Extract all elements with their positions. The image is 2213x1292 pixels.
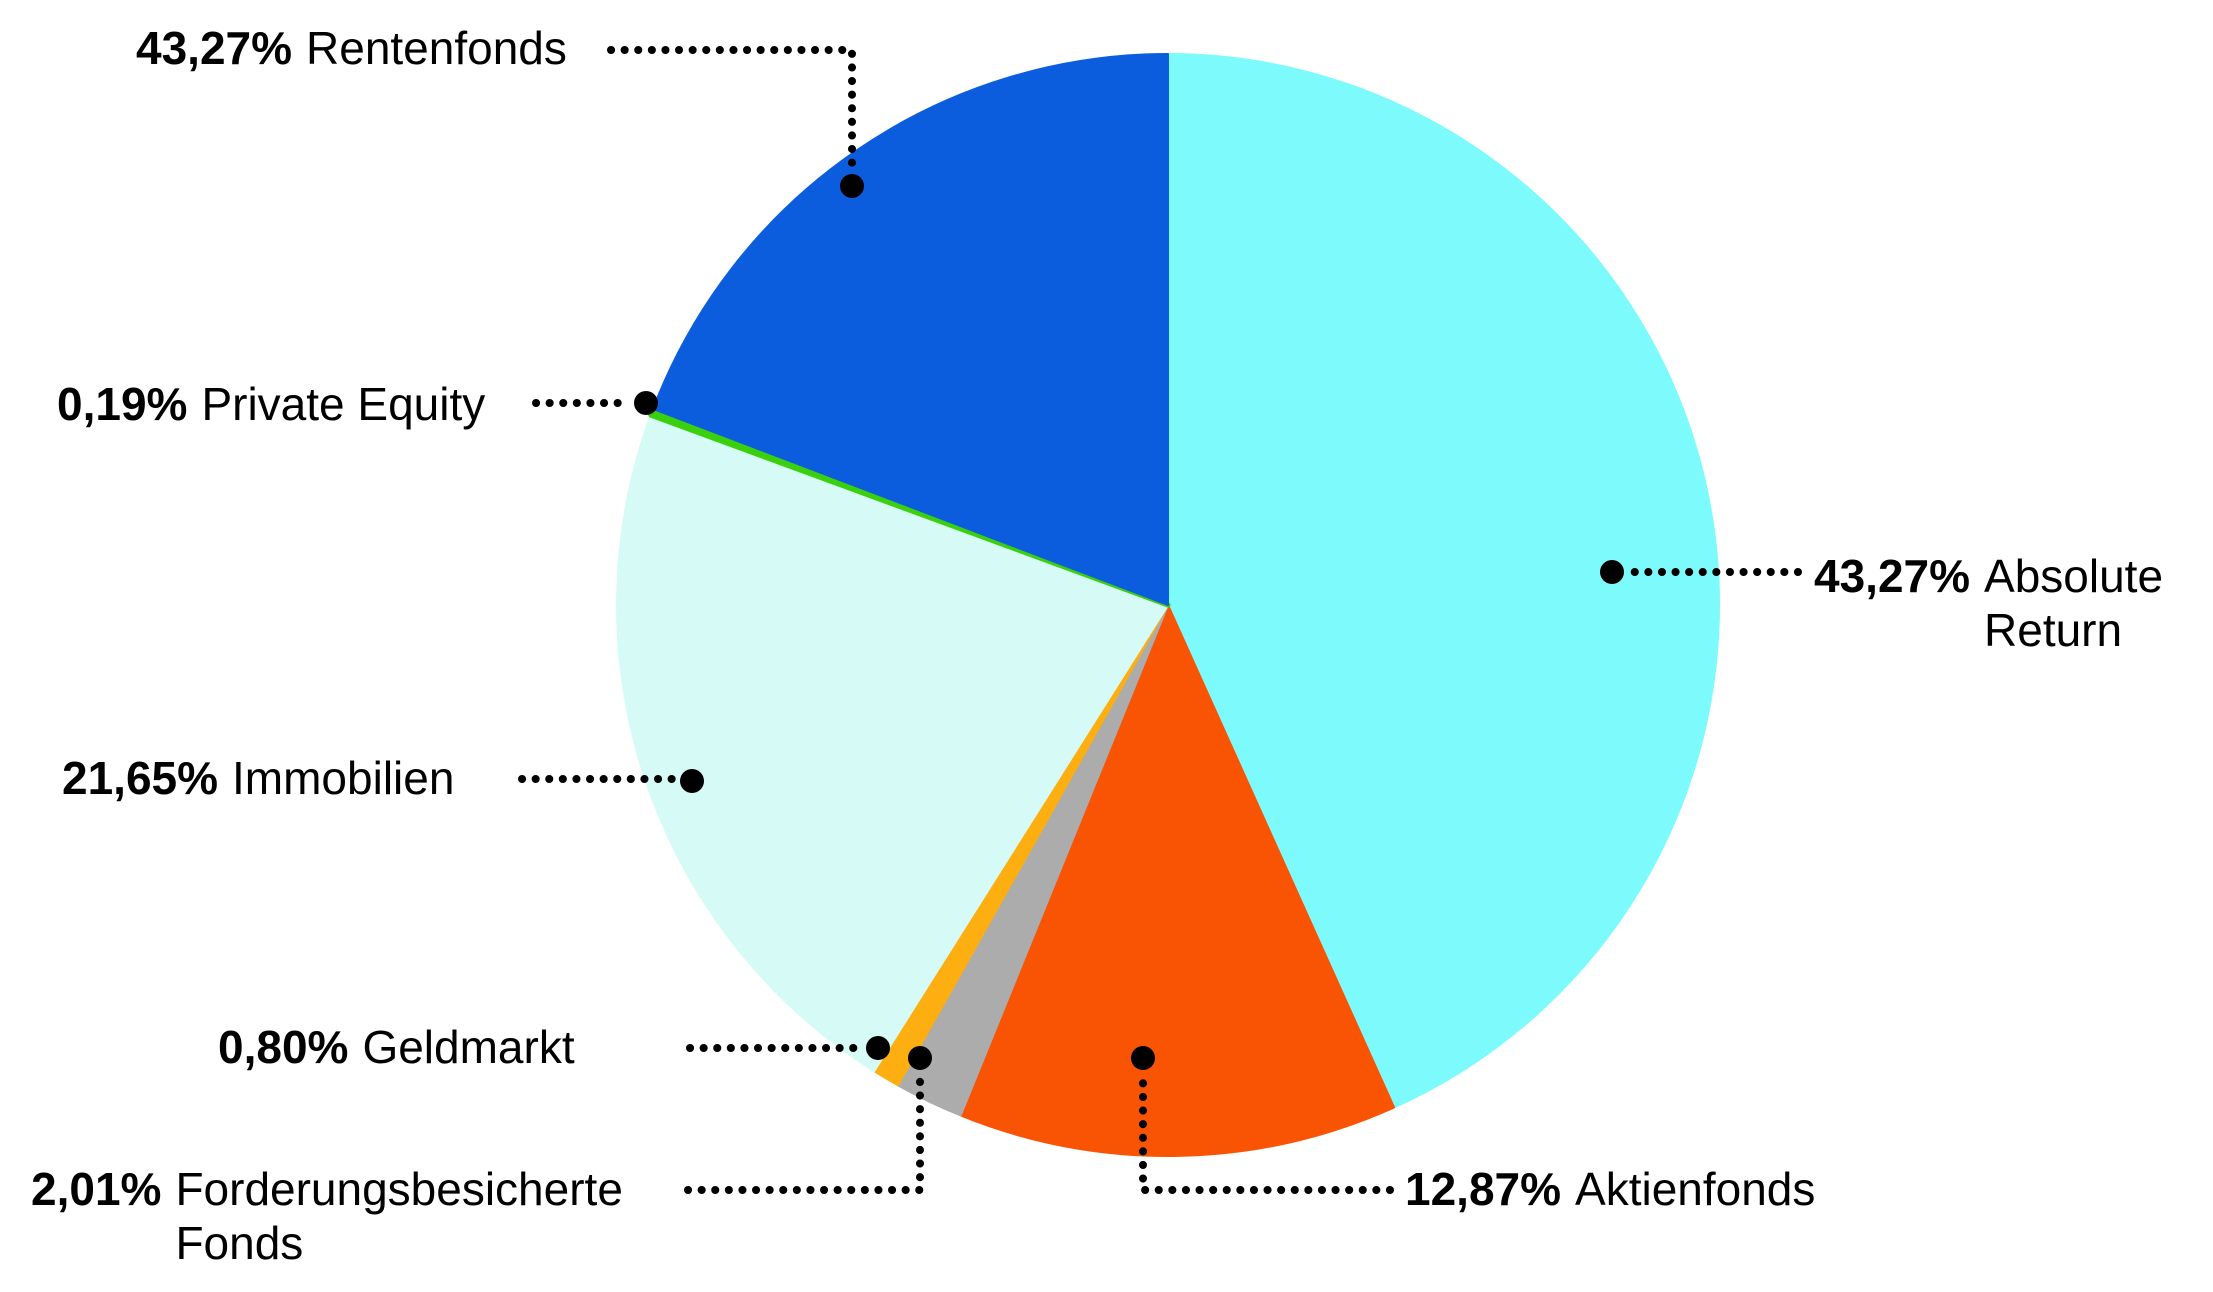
pie-slice-absolute-return <box>1167 53 1720 1109</box>
label-geldmarkt-name: Geldmarkt <box>362 1021 575 1073</box>
leader-dot-immobilien <box>680 769 704 793</box>
leader-dot-private-equity <box>634 391 658 415</box>
label-geldmarkt: 0,80% Geldmarkt <box>218 1021 575 1075</box>
pie-slice-immobilien <box>616 414 1169 1073</box>
pie-slice-aktienfonds <box>959 604 1396 1157</box>
label-rentenfonds-name: Rentenfonds <box>306 22 567 74</box>
label-aktienfonds-name: Aktienfonds <box>1575 1163 1816 1215</box>
leader-line-aktienfonds <box>1139 1070 1394 1194</box>
label-forderungsbesicherte-fonds-name: Forderungsbesicherte Fonds <box>175 1163 623 1269</box>
leader-line-forderungsbesicherte-fonds <box>684 1070 924 1194</box>
label-aktienfonds: 12,87% Aktienfonds <box>1405 1163 1815 1217</box>
leader-dot-aktienfonds <box>1131 1046 1155 1070</box>
label-private-equity-name: Private Equity <box>201 378 486 430</box>
label-immobilien: 21,65% Immobilien <box>62 752 454 806</box>
label-absolute-return: 43,27% Absolute Return <box>1814 550 2184 658</box>
label-rentenfonds: 43,27% Rentenfonds <box>136 22 567 76</box>
label-immobilien-name: Immobilien <box>232 752 455 804</box>
label-forderungsbesicherte-fonds: 2,01% Forderungsbesicherte Fonds <box>31 1163 655 1271</box>
label-rentenfonds-percent: 43,27% <box>136 22 293 74</box>
label-private-equity-percent: 0,19% <box>57 378 188 430</box>
label-geldmarkt-percent: 0,80% <box>218 1021 349 1073</box>
leader-dot-forderungsbesicherte-fonds <box>908 1046 932 1070</box>
leader-line-rentenfonds <box>607 46 856 174</box>
label-absolute-return-name: Absolute Return <box>1984 550 2164 656</box>
label-immobilien-percent: 21,65% <box>62 752 219 804</box>
label-aktienfonds-percent: 12,87% <box>1405 1163 1562 1215</box>
leader-dot-rentenfonds <box>840 174 864 198</box>
leader-dot-geldmarkt <box>866 1036 890 1060</box>
label-absolute-return-percent: 43,27% <box>1814 550 1971 602</box>
pie-slices <box>616 53 1720 1157</box>
leader-dot-absolute-return <box>1600 560 1624 584</box>
label-forderungsbesicherte-fonds-percent: 2,01% <box>31 1163 162 1215</box>
label-private-equity: 0,19% Private Equity <box>57 378 485 432</box>
